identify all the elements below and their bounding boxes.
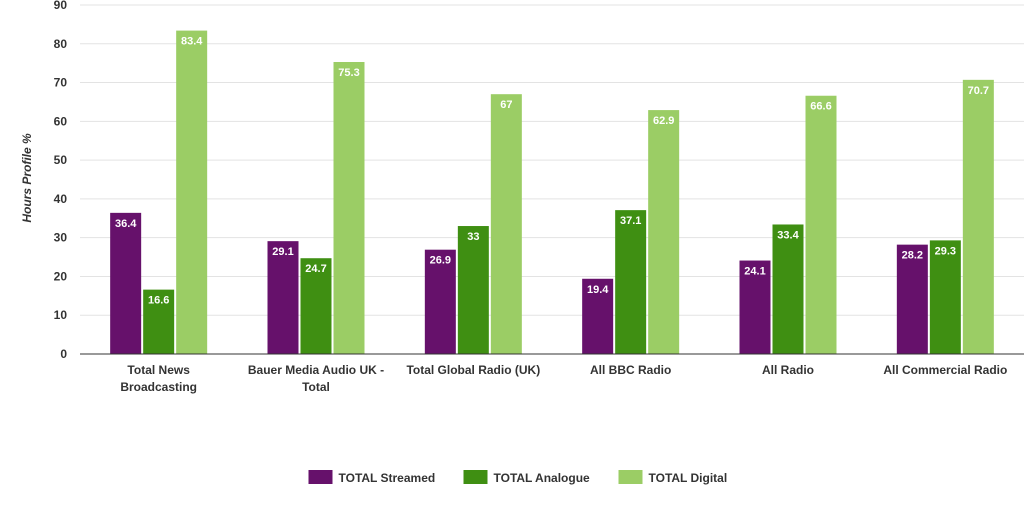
legend-swatch	[618, 470, 643, 484]
y-axis-ticks: 0 10 20 30 40 50 60 70 80 90	[54, 0, 68, 361]
legend: TOTAL Streamed TOTAL Analogue TOTAL Digita…	[308, 470, 728, 485]
bar-value-label: 33.4	[777, 229, 799, 241]
bar-value-label: 62.9	[653, 115, 674, 127]
bar	[267, 241, 299, 354]
bars: 36.4 16.6 83.4 29.1 24.7 75.3 26.9 33 67 19.4 37.1…	[110, 30, 994, 355]
y-tick-label: 70	[54, 76, 68, 90]
bar	[805, 95, 837, 355]
y-tick-label: 50	[54, 153, 68, 167]
bar	[110, 212, 142, 354]
bar	[615, 210, 647, 354]
bar	[896, 244, 928, 354]
bar	[648, 110, 680, 355]
y-tick-label: 20	[54, 269, 68, 283]
x-tick-label: All BBC Radio	[590, 363, 671, 377]
bar-value-label: 33	[467, 231, 479, 243]
bar	[962, 79, 994, 354]
bar-value-label: 66.6	[810, 101, 831, 113]
y-tick-label: 10	[54, 308, 68, 322]
y-tick-label: 30	[54, 231, 68, 245]
bar-value-label: 67	[500, 99, 512, 111]
y-tick-label: 0	[60, 347, 67, 361]
x-tick-label: All Commercial Radio	[883, 363, 1007, 377]
bar-value-label: 29.1	[272, 246, 293, 258]
bar-value-label: 75.3	[338, 67, 359, 79]
category-labels: Total News Broadcasting Bauer Media Audio …	[120, 363, 1007, 394]
bar	[300, 258, 332, 354]
bar-value-label: 16.6	[148, 295, 169, 307]
legend-label: TOTAL Analogue	[494, 471, 591, 485]
y-tick-label: 40	[54, 192, 68, 206]
bar-value-label: 26.9	[430, 255, 451, 267]
x-tick-label: Total Global Radio (UK)	[406, 363, 540, 377]
legend-label: TOTAL Digital	[649, 471, 728, 485]
bar-value-label: 70.7	[968, 85, 989, 97]
bar	[424, 249, 456, 354]
x-tick-label: All Radio	[762, 363, 814, 377]
bar-value-label: 37.1	[620, 215, 641, 227]
bar	[143, 289, 175, 354]
y-tick-label: 90	[54, 0, 68, 12]
x-tick-label: Total News Broadcasting	[120, 363, 197, 394]
y-tick-label: 60	[54, 114, 68, 128]
bar-value-label: 83.4	[181, 36, 203, 48]
bar	[457, 226, 489, 354]
bar-value-label: 29.3	[935, 245, 956, 257]
legend-label: TOTAL Streamed	[339, 471, 436, 485]
bar	[929, 240, 961, 354]
bar	[333, 62, 365, 355]
legend-swatch	[463, 470, 488, 484]
bar	[582, 278, 614, 354]
bar-value-label: 36.4	[115, 218, 137, 230]
bar	[176, 30, 208, 355]
y-axis-title: Hours Profile %	[20, 133, 34, 223]
bar-value-label: 24.7	[305, 263, 326, 275]
bar-value-label: 28.2	[902, 250, 923, 262]
x-tick-label: Bauer Media Audio UK -Total	[248, 363, 384, 394]
bar-value-label: 19.4	[587, 284, 609, 296]
bar	[490, 94, 522, 354]
bar	[739, 260, 771, 354]
y-tick-label: 80	[54, 37, 68, 51]
grid-lines	[80, 4, 1024, 316]
legend-swatch	[308, 470, 333, 484]
bar	[772, 224, 804, 354]
bar-value-label: 24.1	[744, 266, 765, 278]
